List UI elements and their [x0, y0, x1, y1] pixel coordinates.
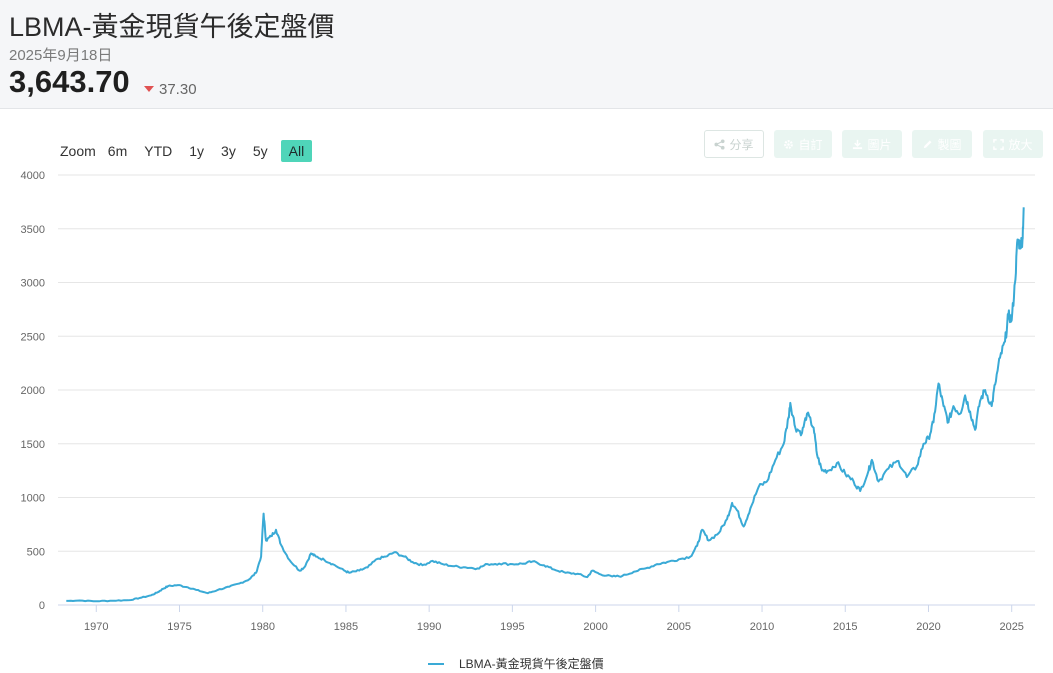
y-tick-label: 2000 [21, 385, 45, 397]
gear-icon [783, 139, 794, 150]
price-date: 2025年9月18日 [9, 47, 113, 64]
price-series-line[interactable] [66, 207, 1025, 603]
y-tick-label: 3000 [21, 278, 45, 290]
y-tick-label: 2500 [21, 331, 45, 343]
y-tick-label: 0 [39, 600, 45, 612]
legend-swatch [428, 662, 444, 665]
x-tick-label: 1970 [84, 621, 108, 633]
range-3y-button[interactable]: 3y [221, 143, 236, 159]
header-panel: LBMA-黃金現貨午後定盤價 2025年9月18日 3,643.70 37.30 [0, 0, 1053, 109]
draw-button[interactable]: 製圖 [912, 130, 972, 158]
range-1y-button[interactable]: 1y [189, 143, 205, 159]
x-tick-label: 2020 [916, 621, 940, 633]
range-all-button[interactable]: All [280, 140, 313, 162]
enlarge-label: 放大 [1008, 137, 1033, 152]
plot-area [66, 207, 1025, 603]
share-button[interactable]: 分享 [704, 130, 764, 158]
chart-legend[interactable]: LBMA-黃金現貨午後定盤價 [428, 655, 604, 672]
legend-label: LBMA-黃金現貨午後定盤價 [459, 657, 604, 671]
y-tick-label: 500 [27, 546, 45, 558]
y-axis-ticks: 0 500 1000 1500 2000 2500 3000 3500 4000 [21, 170, 45, 612]
y-tick-label: 4000 [21, 170, 45, 182]
range-selector: Zoom 6m YTD 1y 3y 5y All [60, 140, 321, 162]
price-change-value: 37.30 [159, 81, 197, 98]
y-tick-label: 1000 [21, 493, 45, 505]
y-tick-label: 1500 [21, 439, 45, 451]
x-tick-label: 2005 [667, 621, 691, 633]
price-change: 37.30 [144, 81, 197, 98]
grid-lines [58, 174, 1035, 552]
x-tick-label: 2025 [999, 621, 1023, 633]
enlarge-button[interactable]: 放大 [983, 130, 1043, 158]
draw-label: 製圖 [937, 137, 962, 152]
current-price: 3,643.70 [9, 64, 130, 99]
x-tick-label: 1985 [334, 621, 358, 633]
down-arrow-icon [144, 86, 154, 92]
range-ytd-button[interactable]: YTD [144, 143, 173, 159]
range-6m-button[interactable]: 6m [107, 143, 128, 159]
x-tick-label: 1990 [417, 621, 441, 633]
page-title: LBMA-黃金現貨午後定盤價 [9, 12, 335, 42]
image-button[interactable]: 圖片 [842, 130, 902, 158]
range-5y-button[interactable]: 5y [252, 143, 268, 159]
expand-icon [993, 138, 1005, 150]
x-tick-label: 2015 [833, 621, 857, 633]
x-axis: 1970 1975 1980 1985 1990 1995 2000 2005 2010 2015… [58, 604, 1035, 633]
download-icon [852, 139, 863, 150]
x-tick-label: 1975 [167, 621, 191, 633]
zoom-label: Zoom [60, 143, 96, 159]
y-tick-label: 3500 [21, 224, 45, 236]
pencil-icon [922, 139, 933, 150]
image-label: 圖片 [867, 137, 892, 152]
customize-button[interactable]: 自訂 [774, 130, 832, 158]
x-tick-label: 1980 [250, 621, 274, 633]
share-icon [714, 138, 726, 150]
x-tick-label: 2010 [750, 621, 774, 633]
share-label: 分享 [729, 137, 754, 152]
x-tick-label: 2000 [583, 621, 607, 633]
x-tick-label: 1995 [500, 621, 524, 633]
customize-label: 自訂 [798, 137, 823, 152]
